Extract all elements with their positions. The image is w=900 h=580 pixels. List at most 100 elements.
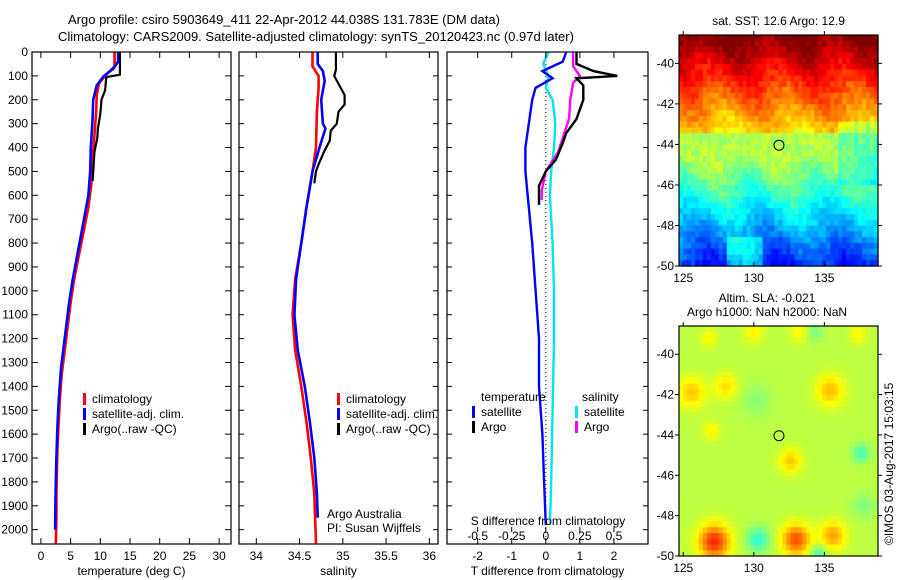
heatmap-cell — [766, 144, 772, 152]
heatmap-cell — [762, 104, 768, 111]
heatmap-cell — [874, 214, 879, 221]
heatmap-cell — [862, 337, 867, 344]
heatmap-cell — [806, 156, 811, 163]
heatmap-cell — [786, 429, 792, 436]
heatmap-cell — [754, 40, 760, 48]
heatmap-cell — [686, 435, 692, 442]
heatmap-cell — [802, 326, 807, 333]
heatmap-cell — [770, 452, 776, 459]
heatmap-cell — [790, 498, 796, 505]
heatmap-cell — [690, 337, 696, 344]
heatmap-cell — [822, 469, 827, 477]
heatmap-cell — [786, 412, 792, 419]
heatmap-cell — [686, 138, 692, 146]
heatmap-cell — [790, 487, 796, 494]
heatmap-cell — [778, 492, 784, 500]
heatmap-cell — [682, 138, 688, 146]
heatmap-cell — [762, 179, 768, 186]
heatmap-cell — [830, 429, 835, 436]
heatmap-cell — [750, 492, 756, 500]
heatmap-cell — [690, 98, 696, 105]
heatmap-cell — [730, 441, 736, 448]
heatmap-cell — [834, 254, 839, 261]
heatmap-cell — [846, 58, 851, 65]
heatmap-cell — [846, 225, 851, 232]
heatmap-cell — [750, 115, 756, 123]
heatmap-cell — [686, 550, 692, 557]
heatmap-cell — [870, 326, 875, 333]
x-tick-label: 130 — [744, 271, 764, 285]
heatmap-cell — [838, 389, 843, 396]
heatmap-cell — [738, 354, 744, 362]
heatmap-cell — [774, 150, 780, 157]
heatmap-cell — [842, 58, 847, 65]
heatmap-cell — [694, 423, 700, 431]
heatmap-cell — [822, 127, 827, 134]
heatmap-cell — [866, 383, 871, 390]
heatmap-cell — [746, 110, 752, 117]
heatmap-cell — [870, 360, 875, 367]
heatmap-cell — [814, 360, 819, 367]
heatmap-cell — [750, 423, 756, 431]
heatmap-cell — [858, 481, 863, 488]
heatmap-cell — [766, 202, 772, 209]
heatmap-cell — [802, 110, 807, 117]
heatmap-cell — [822, 214, 827, 221]
heatmap-cell — [794, 337, 799, 344]
heatmap-cell — [834, 144, 839, 152]
heatmap-cell — [782, 360, 788, 367]
heatmap-cell — [814, 331, 819, 339]
heatmap-cell — [854, 435, 859, 442]
heatmap-cell — [822, 167, 827, 175]
heatmap-cell — [770, 225, 776, 232]
heatmap-cell — [754, 400, 760, 408]
heatmap-cell — [742, 521, 748, 528]
heatmap-cell — [838, 458, 843, 465]
heatmap-cell — [870, 69, 875, 77]
heatmap-cell — [702, 446, 708, 454]
heatmap-cell — [734, 254, 740, 261]
heatmap-cell — [794, 429, 799, 436]
heatmap-cell — [786, 538, 792, 546]
heatmap-cell — [782, 167, 788, 175]
heatmap-cell — [822, 231, 827, 238]
heatmap-cell — [854, 481, 859, 488]
heatmap-cell — [782, 98, 788, 105]
heatmap-cell — [774, 412, 780, 419]
heatmap-cell — [826, 441, 831, 448]
heatmap-cell — [766, 533, 772, 540]
heatmap-cell — [854, 458, 859, 465]
heatmap-cell — [734, 231, 740, 238]
heatmap-cell — [870, 214, 875, 221]
heatmap-cell — [874, 550, 879, 557]
heatmap-cell — [810, 121, 815, 129]
heatmap-cell — [818, 360, 823, 367]
heatmap-cell — [758, 538, 764, 546]
heatmap-cell — [694, 510, 700, 517]
heatmap-cell — [698, 110, 704, 117]
heatmap-cell — [794, 544, 799, 551]
heatmap-cell — [762, 69, 768, 77]
heatmap-cell — [862, 406, 867, 413]
heatmap-cell — [866, 237, 871, 244]
heatmap-cell — [702, 498, 708, 505]
heatmap-cell — [782, 510, 788, 517]
heatmap-cell — [766, 412, 772, 419]
heatmap-cell — [858, 360, 863, 367]
heatmap-cell — [870, 337, 875, 344]
heatmap-cell — [790, 190, 796, 198]
heatmap-cell — [846, 360, 851, 367]
heatmap-cell — [850, 196, 855, 204]
heatmap-cell — [826, 521, 831, 528]
heatmap-cell — [818, 372, 823, 379]
heatmap-cell — [866, 429, 871, 436]
heatmap-cell — [730, 179, 736, 186]
heatmap-cell — [746, 40, 752, 48]
heatmap-cell — [738, 395, 744, 402]
heatmap-cell — [790, 400, 796, 408]
heatmap-cell — [774, 475, 780, 482]
heatmap-cell — [778, 349, 784, 356]
heatmap-cell — [802, 162, 807, 169]
heatmap-cell — [738, 446, 744, 454]
heatmap-cell — [798, 260, 803, 267]
